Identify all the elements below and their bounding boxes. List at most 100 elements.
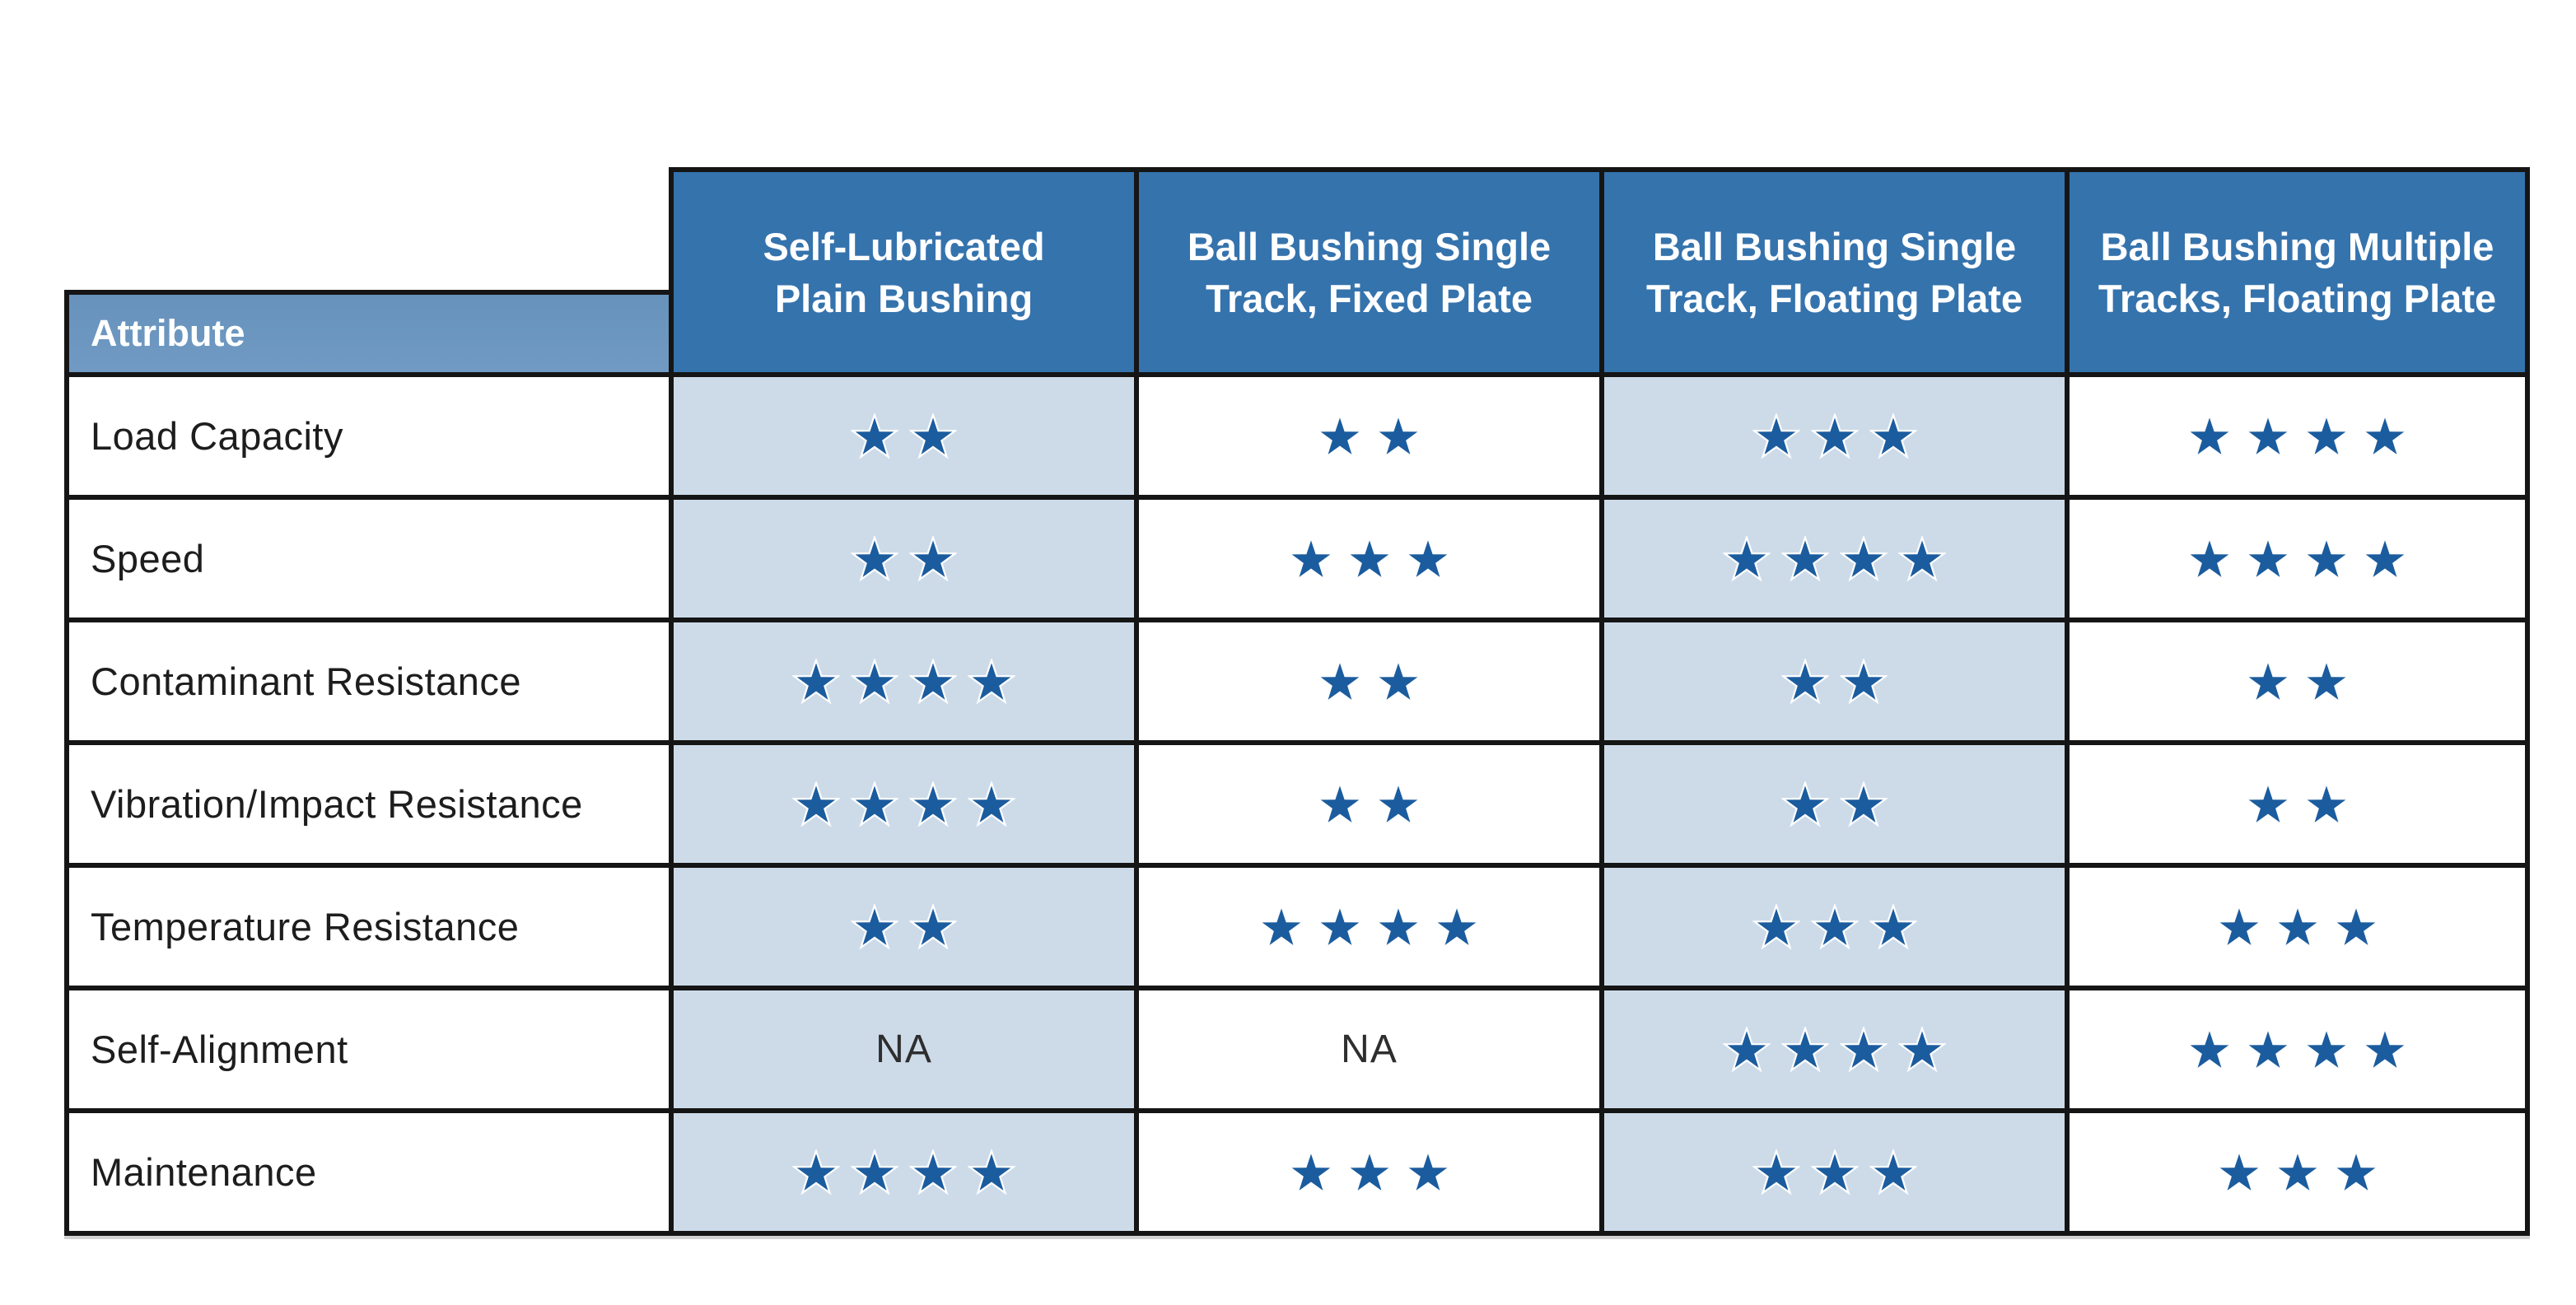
star-icon bbox=[2244, 659, 2292, 705]
star-icon bbox=[1316, 413, 1364, 459]
star-icon bbox=[1869, 903, 1917, 950]
star-icon bbox=[1898, 535, 1946, 582]
na-value: NA bbox=[875, 1028, 932, 1071]
star-icon bbox=[1781, 781, 1829, 827]
star-icon bbox=[968, 658, 1015, 705]
star-icon bbox=[2361, 1027, 2409, 1073]
rating-cell bbox=[674, 1113, 1134, 1231]
rating-cell bbox=[2070, 500, 2525, 618]
table-body: Load Capacity Speed Contaminant Resistance… bbox=[64, 372, 2530, 1236]
attribute-header-label: Attribute bbox=[91, 312, 245, 354]
rating-cell bbox=[2070, 1113, 2525, 1231]
rating-cell bbox=[674, 745, 1134, 863]
star-icon bbox=[2361, 536, 2409, 582]
star-icon bbox=[909, 412, 957, 459]
star-icon bbox=[2332, 904, 2380, 950]
star-icon bbox=[1287, 536, 1335, 582]
star-icon bbox=[1374, 413, 1422, 459]
rating-cell bbox=[674, 377, 1134, 495]
rating-cell bbox=[2070, 377, 2525, 495]
star-icon bbox=[968, 781, 1015, 827]
star-icon bbox=[1723, 535, 1771, 582]
rating-cell bbox=[1604, 1113, 2065, 1231]
star-icon bbox=[792, 781, 840, 827]
star-icon bbox=[851, 658, 898, 705]
star-icon bbox=[1810, 412, 1859, 459]
star-icon bbox=[2215, 1149, 2263, 1195]
rating-cell bbox=[1604, 377, 2065, 495]
rating-cell bbox=[1604, 868, 2065, 986]
star-icon bbox=[1404, 536, 1452, 582]
rating-cell bbox=[2070, 868, 2525, 986]
star-icon bbox=[2244, 1027, 2292, 1073]
star-icon bbox=[2303, 1027, 2350, 1073]
star-icon bbox=[2303, 536, 2350, 582]
attribute-cell: Self-Alignment bbox=[69, 990, 669, 1108]
rating-cell bbox=[1604, 745, 2065, 863]
rating-cell bbox=[674, 622, 1134, 740]
star-icon bbox=[2303, 413, 2350, 459]
star-icon bbox=[2215, 904, 2263, 950]
star-icon bbox=[1898, 1026, 1946, 1073]
star-icon bbox=[2186, 413, 2233, 459]
star-icon bbox=[1374, 904, 1422, 950]
star-icon bbox=[1810, 903, 1859, 950]
rating-cell bbox=[1604, 500, 2065, 618]
attribute-column-header: Attribute bbox=[64, 290, 674, 377]
rating-cell bbox=[1604, 622, 2065, 740]
star-icon bbox=[1840, 535, 1888, 582]
star-icon bbox=[1752, 903, 1800, 950]
star-icon bbox=[909, 903, 957, 950]
rating-cell: NA bbox=[674, 990, 1134, 1108]
rating-cell bbox=[1139, 1113, 1599, 1231]
rating-cell bbox=[674, 500, 1134, 618]
star-icon bbox=[1840, 658, 1888, 705]
rating-cell bbox=[1604, 990, 2065, 1108]
attribute-cell: Speed bbox=[69, 500, 669, 618]
star-icon bbox=[2332, 1149, 2380, 1195]
star-icon bbox=[909, 535, 957, 582]
star-icon bbox=[851, 903, 898, 950]
column-header-self-lubricated-plain-bushing: Self-Lubricated Plain Bushing bbox=[674, 172, 1134, 372]
star-icon bbox=[2186, 536, 2233, 582]
star-icon bbox=[2274, 1149, 2322, 1195]
star-icon bbox=[851, 535, 898, 582]
star-icon bbox=[1781, 535, 1829, 582]
star-icon bbox=[851, 781, 898, 827]
rating-cell bbox=[1139, 745, 1599, 863]
star-icon bbox=[1316, 904, 1364, 950]
column-header-ball-bushing-single-track-floating-plate: Ball Bushing Single Track, Floating Plat… bbox=[1604, 172, 2065, 372]
rating-cell bbox=[674, 868, 1134, 986]
star-icon bbox=[851, 1149, 898, 1195]
star-icon bbox=[909, 658, 957, 705]
attribute-cell: Maintenance bbox=[69, 1113, 669, 1231]
star-icon bbox=[2303, 781, 2350, 827]
star-icon bbox=[1781, 1026, 1829, 1073]
star-icon bbox=[1433, 904, 1481, 950]
star-icon bbox=[968, 1149, 1015, 1195]
star-icon bbox=[1781, 658, 1829, 705]
rating-cell bbox=[2070, 745, 2525, 863]
star-icon bbox=[1840, 781, 1888, 827]
star-icon bbox=[1374, 781, 1422, 827]
na-value: NA bbox=[1341, 1028, 1398, 1071]
star-icon bbox=[2244, 413, 2292, 459]
star-icon bbox=[1723, 1026, 1771, 1073]
star-icon bbox=[851, 412, 898, 459]
star-icon bbox=[1258, 904, 1305, 950]
star-icon bbox=[1840, 1026, 1888, 1073]
attribute-cell: Contaminant Resistance bbox=[69, 622, 669, 740]
star-icon bbox=[1869, 1149, 1917, 1195]
column-headers: Self-Lubricated Plain Bushing Ball Bushi… bbox=[669, 167, 2530, 377]
star-icon bbox=[2244, 536, 2292, 582]
star-icon bbox=[1346, 1149, 1393, 1195]
attribute-cell: Load Capacity bbox=[69, 377, 669, 495]
star-icon bbox=[1869, 412, 1917, 459]
rating-cell bbox=[1139, 377, 1599, 495]
rating-cell bbox=[1139, 622, 1599, 740]
rating-cell bbox=[1139, 500, 1599, 618]
star-icon bbox=[2361, 413, 2409, 459]
star-icon bbox=[1810, 1149, 1859, 1195]
column-header-ball-bushing-multiple-tracks-floating-plate: Ball Bushing Multiple Tracks, Floating P… bbox=[2070, 172, 2525, 372]
